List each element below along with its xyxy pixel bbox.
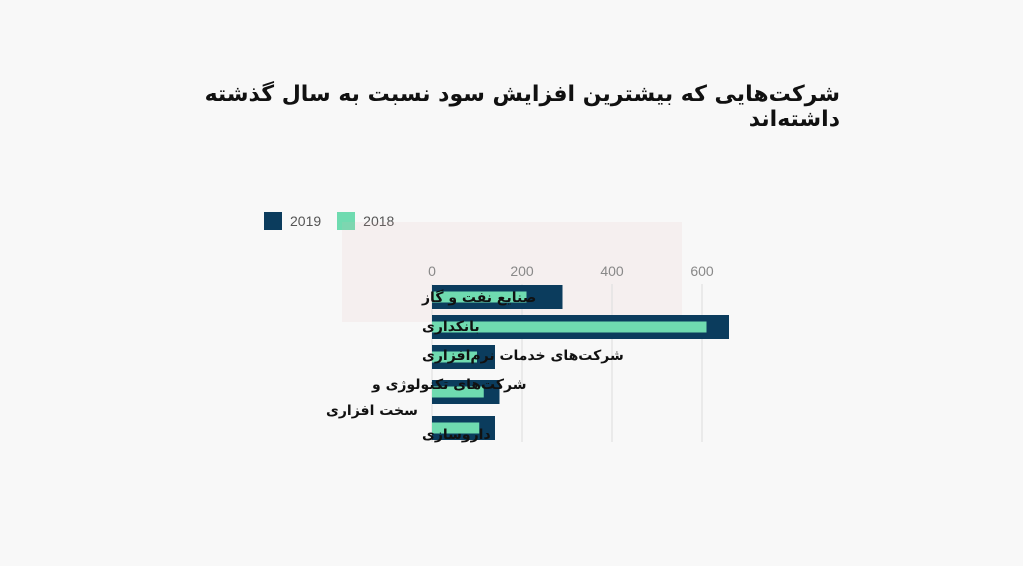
bar-2018-0[interactable] xyxy=(432,291,527,303)
x-tick-label-600: 600 xyxy=(690,263,714,279)
category-label-1: بانکداری xyxy=(422,319,480,335)
category-label-3-line-0: شرکت‌های تکنولوژی و xyxy=(371,377,527,393)
legend-swatch-2019 xyxy=(264,212,282,230)
bar-2018-2[interactable] xyxy=(432,351,477,363)
category-label-0: صنایع نفت و گاز xyxy=(421,289,536,306)
bar-2018-1[interactable] xyxy=(432,321,707,333)
legend: 2019 2018 xyxy=(264,212,402,230)
category-label-3-line-1: سخت افزاری xyxy=(326,403,418,419)
legend-item-2019[interactable]: 2019 xyxy=(264,212,321,230)
legend-item-2018[interactable]: 2018 xyxy=(337,212,394,230)
x-tick-label-200: 200 xyxy=(510,263,534,279)
category-label-2: شرکت‌های خدمات نرم‌افزاری xyxy=(422,348,624,364)
chart-title: شرکت‌هایی که بیشترین افزایش سود نسبت به … xyxy=(204,82,840,132)
category-label-4: داروسازی xyxy=(422,427,491,443)
bar-2018-3[interactable] xyxy=(432,386,484,398)
x-tick-label-400: 400 xyxy=(600,263,624,279)
legend-label-2018: 2018 xyxy=(363,213,395,229)
x-tick-label-0: 0 xyxy=(428,263,436,279)
legend-swatch-2018 xyxy=(337,212,356,230)
legend-label-2019: 2019 xyxy=(290,213,322,229)
bar-2018-4[interactable] xyxy=(432,422,480,434)
